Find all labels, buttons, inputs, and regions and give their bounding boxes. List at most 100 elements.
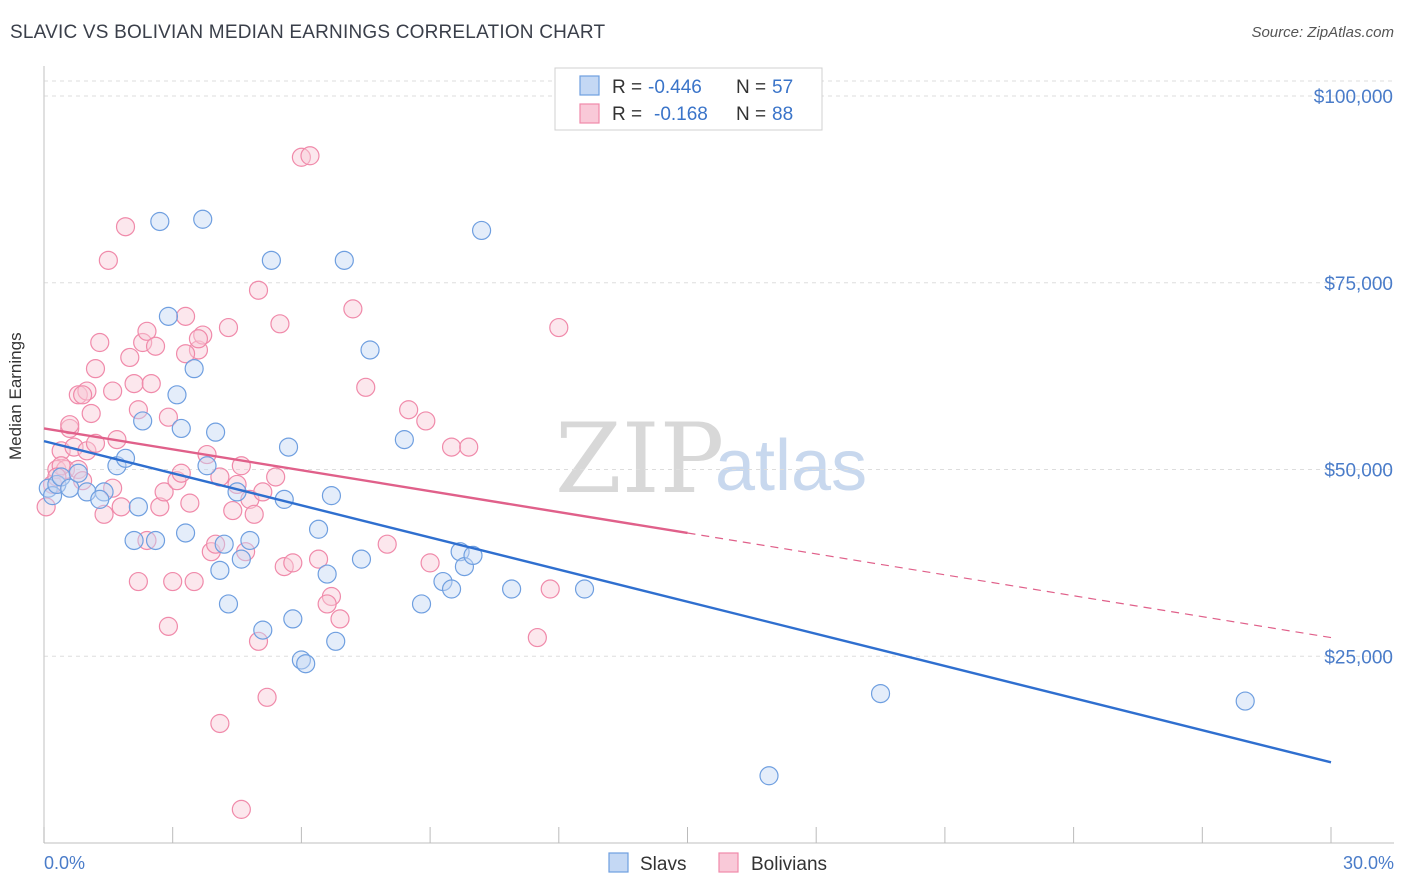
legend-r-label-slavs: R =: [612, 77, 642, 98]
slavs-point: [296, 654, 316, 674]
bottom-legend-label-slavs: Slavs: [640, 854, 686, 875]
bolivians-trend-extension: [687, 532, 1332, 639]
legend-swatch-bolivians: [579, 103, 600, 124]
slavs-point: [759, 766, 779, 786]
bolivians-point: [154, 482, 174, 502]
y-tick-label: $25,000: [1324, 647, 1393, 668]
slavs-point: [197, 456, 217, 476]
slavs-point: [321, 486, 342, 506]
slavs-point: [463, 545, 483, 566]
slavs-point: [206, 422, 226, 442]
bolivians-point: [343, 299, 363, 319]
bolivians-point: [257, 687, 277, 707]
slavs-point: [214, 534, 234, 554]
slavs-point: [351, 549, 372, 569]
slavs-point: [283, 609, 303, 629]
slavs-point: [158, 306, 179, 326]
bolivians-point: [120, 347, 140, 368]
slavs-points: [38, 209, 1255, 786]
slavs-point: [317, 564, 337, 584]
bolivians-point: [94, 504, 114, 524]
bolivians-point: [308, 549, 329, 569]
slavs-point: [171, 418, 191, 439]
slavs-point: [441, 579, 462, 599]
legend-n-label-slavs: N =: [736, 77, 766, 98]
bolivians-point: [103, 381, 123, 401]
bolivians-point: [330, 609, 350, 629]
legend-swatch-slavs: [579, 75, 600, 96]
bolivians-point: [244, 504, 264, 524]
bolivians-point: [98, 250, 118, 270]
bolivians-trend-line: [43, 427, 688, 535]
slavs-point: [574, 579, 595, 599]
bolivians-point: [540, 579, 560, 599]
bolivians-point: [128, 400, 148, 420]
bolivians-point: [141, 373, 161, 394]
bolivians-point: [399, 400, 419, 420]
slavs-point: [334, 250, 354, 270]
slavs-point: [184, 359, 204, 379]
slavs-point: [231, 549, 251, 569]
bolivians-point: [150, 497, 170, 517]
bolivians-point: [180, 493, 200, 513]
legend-r-value-slavs: -0.446: [648, 77, 702, 98]
bolivians-point: [356, 377, 376, 397]
bolivians-point: [137, 321, 157, 341]
slavs-point: [42, 486, 63, 506]
bolivians-point: [158, 407, 179, 427]
bolivians-point: [377, 534, 397, 554]
chart-title: SLAVIC VS BOLIVIAN MEDIAN EARNINGS CORRE…: [10, 22, 606, 43]
watermark-zip: ZIP: [555, 403, 724, 515]
bolivians-point: [73, 385, 93, 405]
bolivians-point: [175, 306, 196, 326]
legend-r-label-bolivians: R =: [612, 104, 642, 125]
series-legend: Slavs Bolivians: [608, 852, 827, 875]
slavs-point: [145, 530, 166, 551]
bolivians-point: [210, 713, 230, 734]
slavs-point: [394, 430, 414, 450]
correlation-legend: R = -0.446 N = 57 R = -0.168 N = 88: [554, 67, 823, 131]
bolivians-point: [85, 359, 106, 379]
slavs-point: [870, 683, 891, 704]
slavs-point: [253, 620, 273, 640]
legend-n-value-bolivians: 88: [772, 104, 793, 125]
slavs-point: [175, 523, 196, 543]
bolivians-point: [124, 373, 144, 394]
bolivians-point: [175, 344, 196, 364]
slavs-point: [68, 463, 88, 483]
bolivians-point: [248, 631, 269, 651]
y-tick-label: $75,000: [1324, 274, 1393, 295]
trend-lines: [43, 427, 1332, 764]
slavs-point: [411, 594, 432, 614]
bolivians-point: [420, 553, 440, 573]
bolivians-point: [231, 799, 251, 819]
slavs-point: [1235, 691, 1255, 711]
grid-lines: [44, 80, 1394, 657]
x-tick-label-max: 30.0%: [1343, 853, 1394, 873]
slavs-point: [502, 579, 522, 599]
bolivians-point: [549, 317, 569, 338]
bolivians-point: [248, 280, 269, 300]
bolivians-point: [115, 217, 136, 237]
slavs-point: [193, 209, 213, 229]
bolivians-points: [36, 146, 569, 819]
bottom-legend-swatch-bolivians: [718, 852, 739, 873]
legend-r-value-bolivians: -0.168: [654, 104, 708, 125]
slavs-point: [167, 385, 187, 405]
bolivians-point: [36, 497, 56, 517]
y-tick-label: $100,000: [1314, 87, 1393, 108]
y-tick-labels: $25,000 $50,000 $75,000 $100,000: [1314, 87, 1393, 668]
slavs-point: [471, 220, 492, 241]
watermark-atlas: atlas: [715, 426, 867, 506]
legend-n-value-slavs: 57: [772, 77, 793, 98]
slavs-point: [326, 631, 346, 651]
slavs-point: [360, 340, 380, 360]
bolivians-point: [223, 500, 243, 521]
bolivians-point: [441, 437, 462, 457]
slavs-point: [90, 489, 110, 509]
x-tick-label-min: 0.0%: [44, 853, 85, 873]
bolivians-point: [270, 314, 290, 334]
legend-n-label-bolivians: N =: [736, 104, 766, 125]
slavs-point: [124, 530, 144, 551]
